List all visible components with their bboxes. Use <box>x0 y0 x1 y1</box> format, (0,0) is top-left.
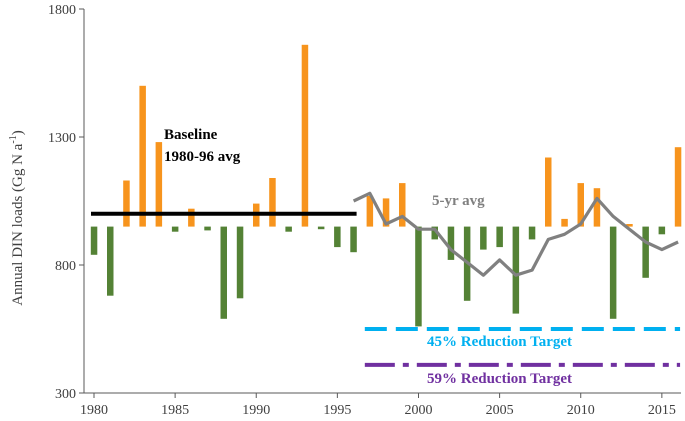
baseline-label-line1: Baseline <box>164 127 218 143</box>
annual-load-bars <box>90 44 682 327</box>
target-label-45: 45% Reduction Target <box>427 334 572 350</box>
bar-2012 <box>609 226 617 319</box>
x-tick-label-2000: 2000 <box>404 403 432 418</box>
five-year-avg-label: 5-yr avg <box>432 193 485 209</box>
bar-2006 <box>512 226 520 314</box>
five-year-avg-line <box>352 191 679 277</box>
bar-1986 <box>188 208 195 227</box>
bar-2000 <box>415 226 422 327</box>
bar-1981 <box>107 226 114 296</box>
bar-2010 <box>577 183 584 227</box>
baseline-label-line2: 1980-96 avg <box>164 149 241 165</box>
bar-1998 <box>382 198 390 227</box>
bar-1989 <box>236 226 244 299</box>
bar-1994 <box>317 226 325 230</box>
x-tick-label-1995: 1995 <box>323 403 351 418</box>
bar-1983 <box>139 85 146 227</box>
bar-1992 <box>285 226 292 232</box>
bar-1993 <box>301 44 309 227</box>
bar-1988 <box>220 226 227 319</box>
bar-1991 <box>269 178 276 227</box>
bar-2007 <box>528 226 536 240</box>
y-tick-label-300: 300 <box>55 387 76 402</box>
y-tick-label-1300: 1300 <box>48 131 76 146</box>
bar-2004 <box>480 226 487 250</box>
bar-1985 <box>171 226 179 232</box>
bar-1982 <box>123 180 130 227</box>
x-tick-label-2005: 2005 <box>486 403 514 418</box>
target-label-59: 59% Reduction Target <box>427 371 572 387</box>
bar-2002 <box>447 226 455 260</box>
bar-1984 <box>155 142 163 227</box>
bar-1980 <box>90 226 98 255</box>
bar-2013 <box>626 224 633 227</box>
bar-1995 <box>334 226 341 248</box>
bar-2001 <box>431 226 438 240</box>
bar-2015 <box>658 226 666 235</box>
bar-2011 <box>593 188 601 227</box>
y-tick-label-800: 800 <box>55 259 76 274</box>
bar-2009 <box>561 218 568 227</box>
x-tick-label-2010: 2010 <box>567 403 595 418</box>
y-tick-label-1800: 1800 <box>48 3 76 18</box>
x-tick-label-1985: 1985 <box>161 403 189 418</box>
bar-1997 <box>366 195 374 227</box>
bar-1987 <box>204 226 211 231</box>
bar-2005 <box>496 226 503 248</box>
x-tick-label-1980: 1980 <box>80 403 108 418</box>
bar-1999 <box>399 183 406 227</box>
bar-2014 <box>642 226 649 278</box>
bar-2008 <box>545 157 552 227</box>
bar-2016 <box>674 147 682 227</box>
bar-1996 <box>350 226 357 253</box>
y-axis-label: Annual DIN loads (Gg N a-1) <box>8 130 26 305</box>
x-tick-label-2015: 2015 <box>648 403 676 418</box>
x-tick-label-1990: 1990 <box>242 403 270 418</box>
